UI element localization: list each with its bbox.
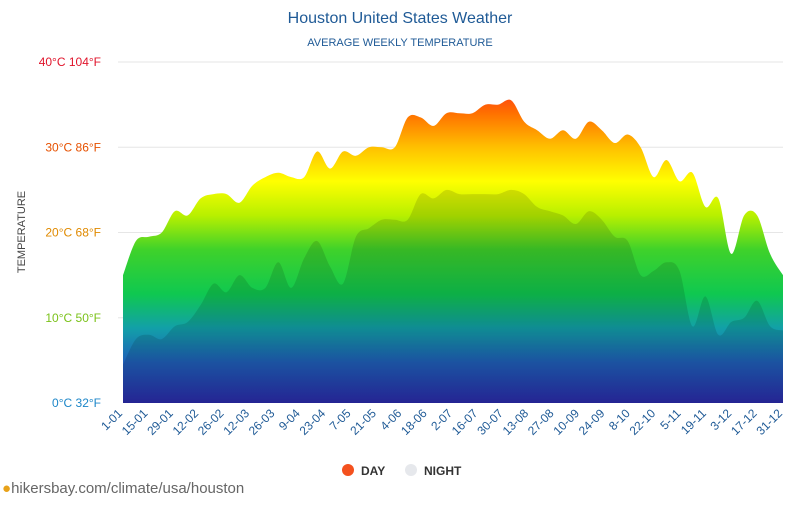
legend-label: NIGHT <box>424 464 462 478</box>
chart-subtitle: AVERAGE WEEKLY TEMPERATURE <box>307 37 492 49</box>
y-tick-label: 20°C 68°F <box>45 226 101 240</box>
location-pin-icon: ● <box>2 480 12 497</box>
x-axis-ticks: 1-0115-0129-0112-0226-0212-0326-039-0423… <box>98 406 785 438</box>
x-tick-label: 26-02 <box>195 406 227 438</box>
legend-item-night[interactable]: NIGHT <box>405 464 462 478</box>
x-tick-label: 30-07 <box>474 406 506 438</box>
legend-item-day[interactable]: DAY <box>342 464 385 478</box>
legend-swatch <box>405 464 417 476</box>
x-tick-label: 12-02 <box>170 406 202 438</box>
x-tick-label: 29-01 <box>144 406 176 438</box>
x-tick-label: 15-01 <box>119 406 151 438</box>
x-tick-label: 12-03 <box>220 406 252 438</box>
x-tick-label: 23-04 <box>297 406 329 438</box>
source-footer[interactable]: ●hikersbay.com/climate/usa/houston <box>2 480 244 497</box>
legend-swatch <box>342 464 354 476</box>
x-tick-label: 22-10 <box>627 406 659 438</box>
x-tick-label: 21-05 <box>347 406 379 438</box>
plot-areas <box>123 99 783 403</box>
area-night <box>123 189 783 403</box>
y-axis-title: TEMPERATURE <box>16 191 28 273</box>
x-tick-label: 17-12 <box>728 406 760 438</box>
y-tick-label: 0°C 32°F <box>52 396 101 410</box>
x-tick-label: 10-09 <box>550 406 582 438</box>
legend-label: DAY <box>361 464 385 478</box>
y-tick-label: 30°C 86°F <box>45 140 101 154</box>
x-tick-label: 18-06 <box>398 406 430 438</box>
y-axis-ticks: 0°C 32°F 10°C 50°F 20°C 68°F 30°C 86°F 40°C … <box>39 55 101 410</box>
x-tick-label: 27-08 <box>525 406 557 438</box>
source-link[interactable]: hikersbay.com/climate/usa/houston <box>11 480 245 497</box>
area-shade-night <box>123 189 783 403</box>
x-tick-label: 26-03 <box>246 406 278 438</box>
x-tick-label: 16-07 <box>449 406 481 438</box>
x-tick-label: 31-12 <box>754 406 786 438</box>
y-tick-label: 10°C 50°F <box>45 311 101 325</box>
legend[interactable]: DAY NIGHT <box>342 464 462 478</box>
x-tick-label: 24-09 <box>576 406 608 438</box>
x-tick-label: 13-08 <box>500 406 532 438</box>
x-tick-label: 19-11 <box>678 406 709 437</box>
y-tick-label: 40°C 104°F <box>39 55 101 69</box>
chart-title: Houston United States Weather <box>288 10 513 27</box>
